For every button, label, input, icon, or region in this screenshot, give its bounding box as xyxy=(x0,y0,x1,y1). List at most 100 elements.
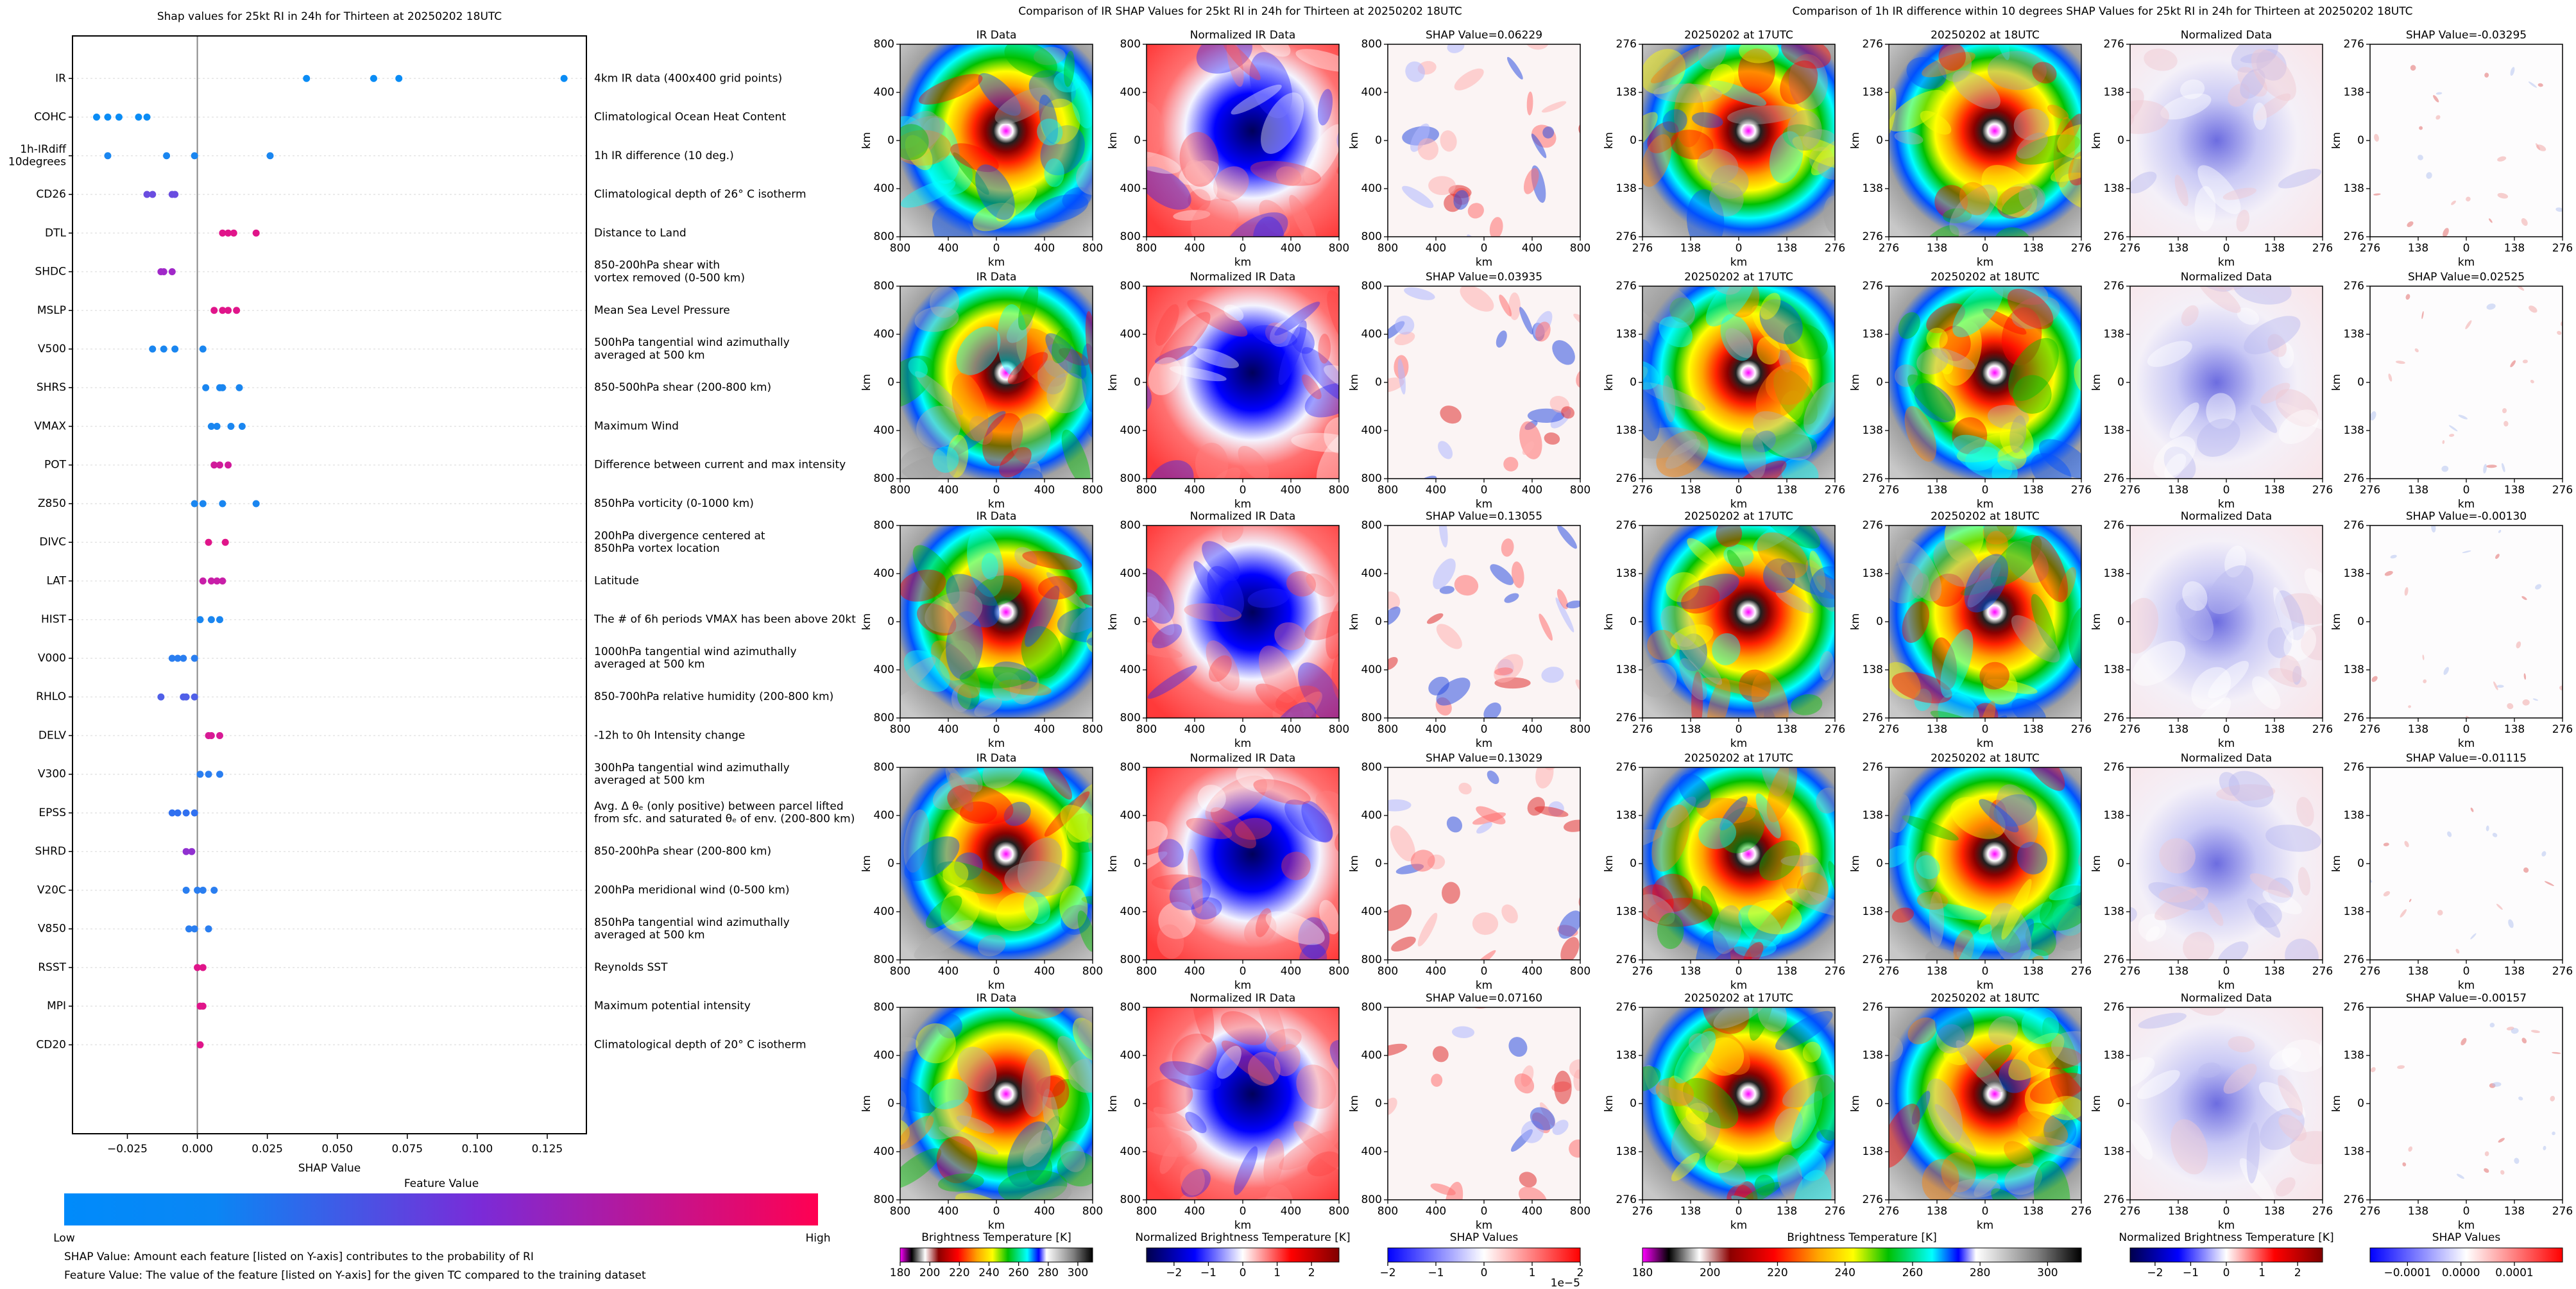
x-tick-label: 138 xyxy=(1777,1205,1797,1218)
shap-point xyxy=(160,345,167,353)
shap-point xyxy=(221,538,229,546)
image-texture xyxy=(1809,551,1826,593)
y-axis-label: km xyxy=(1107,1095,1120,1112)
image-texture xyxy=(2496,903,2503,910)
image-texture xyxy=(1022,551,1082,570)
image-texture xyxy=(1226,44,1244,87)
image-texture xyxy=(1704,1037,1744,1076)
image-texture xyxy=(1213,166,1249,201)
image-base xyxy=(1889,767,2081,960)
y-tick-label: 276 xyxy=(2104,1001,2124,1014)
y-axis-label: km xyxy=(860,855,873,872)
image-texture xyxy=(1277,691,1322,718)
image-texture xyxy=(1802,129,1835,151)
image-texture xyxy=(1644,1064,1660,1095)
image-texture xyxy=(2268,668,2307,688)
x-tick-label: 138 xyxy=(1680,965,1701,978)
image-texture xyxy=(1723,544,1754,567)
image-texture xyxy=(1436,624,1462,649)
group-title: Comparison of 1h IR difference within 10… xyxy=(1792,5,2412,18)
y-tick-label: 800 xyxy=(874,472,894,485)
y-tick-label: 138 xyxy=(2344,567,2364,580)
x-tick-label: 400 xyxy=(1184,965,1205,978)
y-tick-label: 138 xyxy=(1863,1049,1883,1062)
image-texture xyxy=(1169,876,1211,910)
panel-title: IR Data xyxy=(977,271,1017,284)
y-tick-label: 138 xyxy=(1863,182,1883,195)
image-texture xyxy=(2017,1111,2068,1146)
image-texture xyxy=(950,411,1006,457)
y-tick-label: 138 xyxy=(1863,567,1883,580)
image-texture xyxy=(1417,912,1438,947)
image-texture xyxy=(2349,651,2359,655)
x-tick-label: 400 xyxy=(938,723,959,736)
image-texture xyxy=(1580,798,1599,824)
image-texture xyxy=(944,767,983,792)
image-texture xyxy=(900,1118,910,1147)
shap-point xyxy=(205,538,212,546)
image-texture xyxy=(1730,1181,1758,1200)
image-base xyxy=(1388,1007,1580,1200)
image-texture xyxy=(2496,685,2504,688)
plot-frame xyxy=(72,35,587,1134)
image-texture xyxy=(1506,56,1523,80)
image-texture xyxy=(1907,374,1956,422)
colorbar-tick-label: −1 xyxy=(2183,1267,2199,1279)
y-tick-label: 400 xyxy=(1361,905,1382,918)
image-texture xyxy=(1691,671,1703,718)
y-tick-label: 138 xyxy=(1616,182,1637,195)
image-texture xyxy=(1253,779,1311,805)
image-texture xyxy=(1687,538,1718,567)
image-texture xyxy=(1751,305,1791,351)
image-texture xyxy=(1703,1007,1750,1034)
image-texture xyxy=(1802,1041,1821,1063)
image-texture xyxy=(1446,816,1463,833)
image-texture xyxy=(1931,347,1975,370)
image-texture xyxy=(2130,1119,2153,1160)
image-texture xyxy=(2208,565,2254,614)
image-texture xyxy=(1710,64,1735,95)
image-texture xyxy=(1527,797,1545,816)
x-tick-label: 0.100 xyxy=(462,1143,493,1156)
panel-title: IR Data xyxy=(977,29,1017,42)
image-texture xyxy=(1185,160,1218,201)
feature-description: Climatological Ocean Heat Content xyxy=(594,111,786,124)
image-texture xyxy=(975,164,1015,220)
y-axis-label: km xyxy=(2090,374,2103,391)
image-texture xyxy=(2449,425,2458,432)
image-texture xyxy=(1062,187,1091,210)
y-tick-label: 0 xyxy=(1876,857,1883,870)
panel-image xyxy=(2370,1007,2563,1200)
image-texture xyxy=(916,1023,956,1064)
x-tick-label: 138 xyxy=(2168,1205,2188,1218)
x-axis-label: km xyxy=(1730,979,1747,992)
image-texture xyxy=(1702,677,1770,697)
image-texture xyxy=(900,656,936,700)
image-texture xyxy=(931,640,980,699)
feature-label: V850 xyxy=(38,923,66,935)
image-texture xyxy=(900,124,929,160)
image-texture xyxy=(1931,637,1958,690)
y-tick-label: 138 xyxy=(2104,809,2124,822)
y-tick-label: 800 xyxy=(1120,230,1141,243)
y-tick-label: 276 xyxy=(1616,1001,1637,1014)
x-tick-label: 138 xyxy=(2408,965,2428,978)
y-tick-label: 400 xyxy=(1361,182,1382,195)
image-texture xyxy=(2032,62,2057,84)
shap-point xyxy=(219,307,226,314)
image-texture xyxy=(1270,319,1301,347)
x-axis-label: km xyxy=(1234,979,1251,992)
x-tick-label: 0.125 xyxy=(532,1143,563,1156)
y-tick-label: 0 xyxy=(1134,134,1141,147)
image-texture xyxy=(1057,607,1093,643)
image-texture xyxy=(1216,1045,1241,1079)
panel-image xyxy=(1642,44,1835,237)
image-texture xyxy=(1647,121,1679,153)
image-texture xyxy=(1525,44,1549,50)
image-texture xyxy=(1469,950,1496,960)
image-texture xyxy=(2044,1091,2081,1132)
y-axis-label: km xyxy=(1603,1095,1616,1112)
image-texture xyxy=(996,187,1037,222)
image-texture xyxy=(1956,432,2024,463)
